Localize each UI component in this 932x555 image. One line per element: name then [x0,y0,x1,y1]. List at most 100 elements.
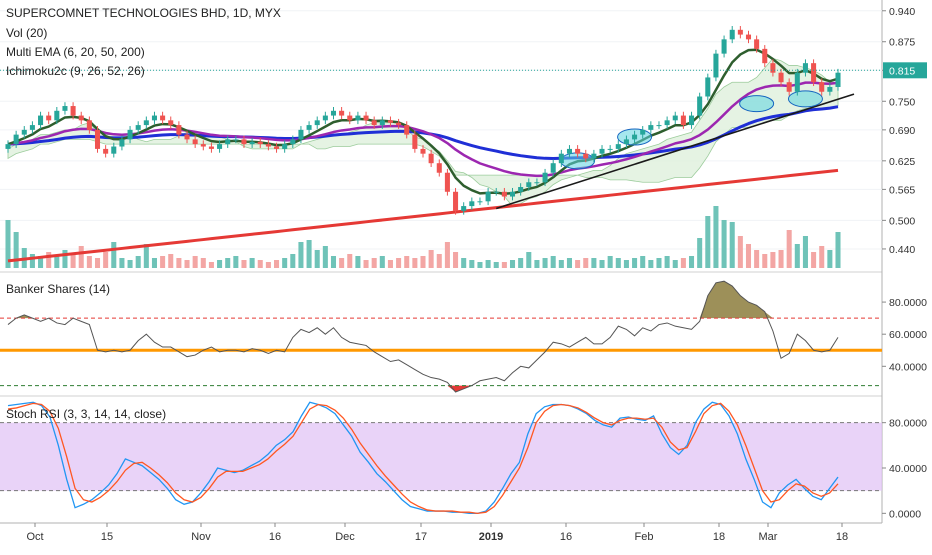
volume-bar [835,232,841,268]
candle-body [339,110,345,116]
candle-body [208,146,214,149]
stoch-legend: Stoch RSI (3, 3, 14, 14, close) [6,407,166,421]
candle-body [591,153,597,159]
volume-bar [200,258,206,268]
candle-body [420,148,426,154]
candle-body [306,125,312,130]
ichimoku-legend: Ichimoku2c (9, 26, 52, 26) [6,64,145,78]
candle-body [241,139,247,145]
volume-bar [371,258,377,268]
price-axis-label: 0.440 [889,244,915,256]
candle-body [786,82,792,92]
volume-bar [322,246,328,268]
volume-bar [412,258,418,268]
volume-bar [265,262,271,268]
banker-axis-label: 80.0000 [889,297,927,309]
volume-bar [86,256,92,268]
volume-bar [103,252,109,268]
price-axis-label: 0.750 [889,96,915,108]
candle-body [412,134,418,149]
candle-body [436,163,442,173]
candle-body [29,125,35,130]
volume-bar [404,256,410,268]
banker-panel [0,272,882,396]
candle-body [46,115,52,121]
volume-bar [387,260,393,268]
candle-body [697,96,703,116]
volume-bar [713,206,719,268]
time-axis-label: Mar [759,531,778,543]
candle-body [664,120,670,126]
candle-body [314,120,320,126]
volume-bar [819,246,825,268]
volume-bar [680,258,686,268]
volume-bar [298,242,304,268]
volume-bar [526,252,532,268]
candle-body [542,172,548,183]
candle-body [835,72,841,87]
volume-bar [38,256,44,268]
candle-body [599,148,605,154]
time-axis-label: 2019 [479,531,503,543]
candle-body [485,191,491,202]
volume-bar [233,256,239,268]
ema-20-line [7,81,839,178]
ema-50-line [7,105,839,161]
candle-body [672,115,678,121]
candle-body [680,115,686,126]
candle-body [770,63,776,73]
price-axis-label: 0.940 [889,6,915,18]
candle-body [274,146,280,149]
candle-body [404,125,410,135]
candle-body [729,29,735,40]
candle-body [54,110,60,121]
stoch-axis-label: 80.0000 [889,418,927,430]
chart-title: SUPERCOMNET TECHNOLOGIES BHD, 1D, MYX [6,6,281,20]
candle-body [453,191,459,211]
volume-bar [355,256,361,268]
time-axis-label: 16 [269,531,281,543]
candle-body [387,120,393,123]
volume-bar [314,250,320,268]
volume-bar [436,254,442,268]
volume-bar [501,262,507,268]
candle-body [94,129,101,149]
candle-body [754,39,760,49]
candle-body [396,122,402,126]
volume-bar [29,254,35,268]
time-axis-label: Oct [26,531,43,543]
trendline [495,93,855,210]
candle-body [583,153,589,159]
candle-body [607,148,613,150]
candle-body [13,134,19,145]
volume-bar [656,258,662,268]
volume-bar [705,216,711,268]
volume-bar [444,242,450,268]
candle-body [477,201,483,203]
candle-body [363,115,369,121]
candle-body [493,191,499,193]
volume-bar [697,238,703,268]
candle-body [615,144,621,149]
candle-body [534,182,540,184]
candle-body [322,115,328,121]
candle-body [282,144,288,149]
volume-bar [428,250,434,268]
candle-body [713,53,719,78]
volume-bar [794,244,800,268]
time-axis-label: 18 [713,531,725,543]
candle-body [298,129,304,140]
candle-body [802,63,808,73]
volume-bar [672,260,678,268]
volume-bar [379,256,385,268]
candle-body [21,129,27,135]
time-axis-label: 16 [560,531,572,543]
volume-bar [168,254,174,268]
volume-bar [550,256,556,268]
candle-body [444,172,450,192]
volume-bar [363,260,369,268]
current-price-label: 0.815 [889,65,915,77]
candle-body [632,134,638,140]
candle-body [469,201,475,207]
